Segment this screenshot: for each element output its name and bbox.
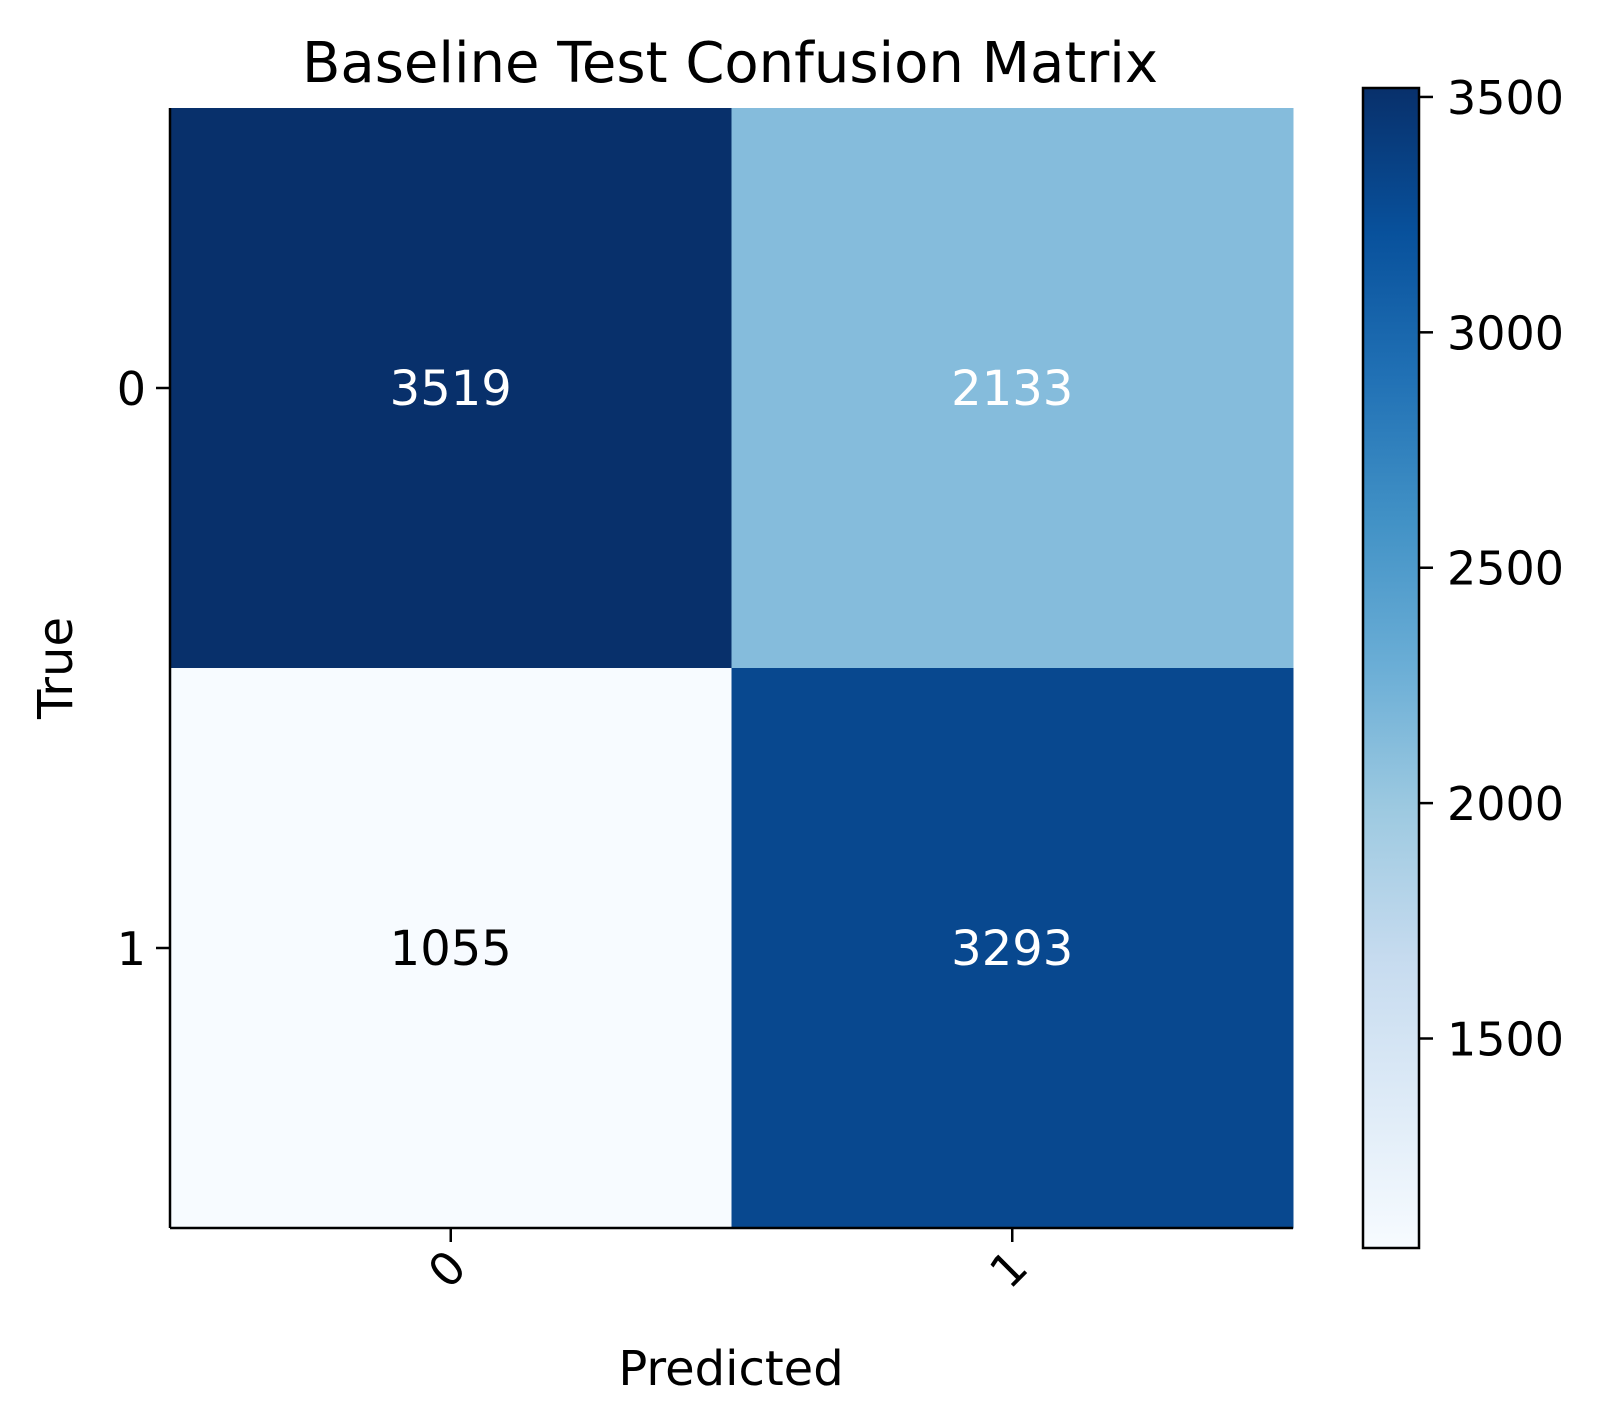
colorbar — [1361, 86, 1421, 1250]
heatmap-cell-r0-c1 — [731, 108, 1294, 669]
heatmap-cell-r1-c1 — [731, 668, 1294, 1229]
cell-value-r0-c1: 2133 — [951, 361, 1073, 417]
cell-value-r1-c1: 3293 — [951, 921, 1073, 977]
colorbar-tick-label-1: 2000 — [1447, 777, 1564, 831]
cell-value-r0-c0: 3519 — [390, 361, 512, 417]
colorbar-tick-label-0: 1500 — [1447, 1013, 1564, 1067]
heatmap-cells — [170, 108, 1294, 1229]
colorbar-tick-label-4: 3500 — [1447, 71, 1564, 125]
colorbar-tick-label-2: 2500 — [1447, 542, 1564, 596]
colorbar-tick-label-3: 3000 — [1447, 306, 1564, 360]
y-tick-label-1: 1 — [117, 922, 146, 976]
x-tick-label-1: 1 — [979, 1240, 1038, 1299]
y-tick-label-0: 0 — [117, 362, 146, 416]
colorbar-ticks: 1500 2000 2500 3000 3500 — [1419, 71, 1564, 1067]
chart-title: Baseline Test Confusion Matrix — [302, 31, 1158, 96]
y-axis-ticks: 01 — [117, 362, 170, 976]
x-axis-label: Predicted — [618, 1341, 843, 1397]
cell-value-r1-c0: 1055 — [390, 921, 512, 977]
heatmap-cell-r1-c0 — [170, 668, 732, 1229]
y-axis-label: True — [28, 617, 84, 720]
heatmap-cell-r0-c0 — [170, 108, 732, 669]
heatmap-cell-labels: 3519 2133 1055 3293 — [390, 361, 1074, 977]
x-tick-label-0: 0 — [418, 1240, 477, 1299]
plot-frame — [168, 108, 1293, 1230]
